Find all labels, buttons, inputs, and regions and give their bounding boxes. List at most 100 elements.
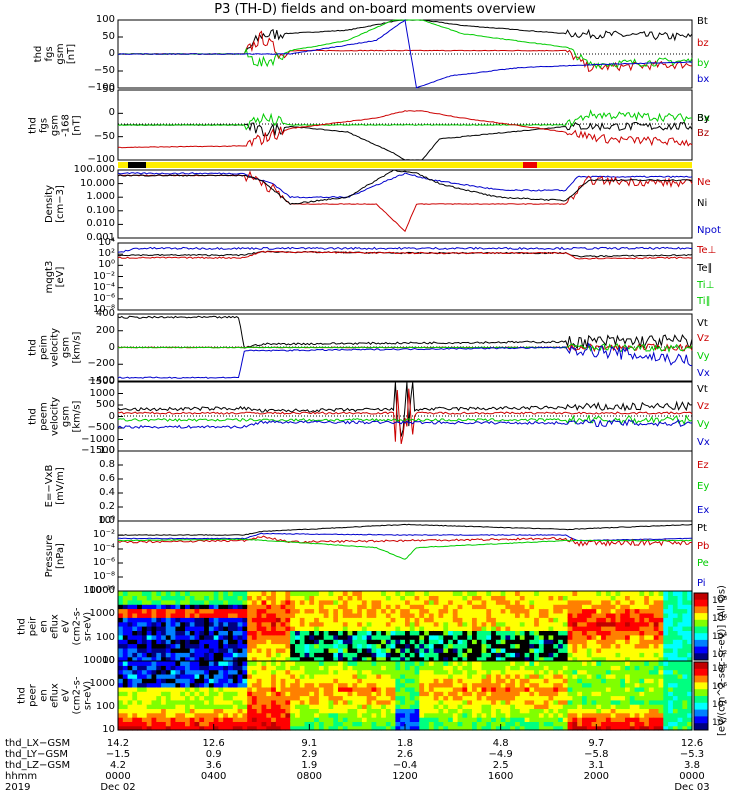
spectro-cell — [185, 686, 191, 692]
spectro-cell — [596, 643, 602, 649]
spectro-cell — [452, 695, 459, 701]
spectro-cell — [610, 617, 617, 623]
spectro-cell — [390, 725, 396, 731]
spectro-cell — [151, 695, 157, 701]
spectro-cell — [582, 647, 588, 653]
spectro-cell — [424, 673, 430, 679]
spectro-cell — [357, 621, 363, 627]
spectro-cell — [448, 617, 454, 623]
spectro-cell — [443, 652, 449, 658]
spectro-cell — [161, 608, 167, 614]
spectro-cell — [639, 630, 645, 636]
spectro-cell — [495, 617, 502, 623]
spectro-cell — [672, 725, 679, 731]
spectro-cell — [448, 721, 454, 727]
spectro-cell — [170, 721, 176, 727]
spectro-cell — [500, 717, 507, 722]
spectro-cell — [333, 669, 339, 675]
spectro-cell — [538, 639, 545, 645]
spectro-cell — [156, 725, 162, 731]
spectro-cell — [204, 647, 210, 653]
spectro-cell — [390, 599, 396, 605]
spectro-cell — [486, 599, 492, 605]
spectro-cell — [390, 630, 396, 636]
spectro-cell — [639, 717, 645, 722]
spectro-cell — [242, 661, 248, 666]
ytick-label-6-0: 1.0 — [99, 445, 115, 456]
spectro-cell — [261, 643, 267, 649]
spectro-cell — [304, 704, 310, 709]
spectro-cell — [127, 669, 133, 675]
spectro-cell — [390, 608, 396, 614]
spectro-cell — [500, 634, 507, 640]
spectro-cell — [515, 643, 521, 649]
spectro-cell — [567, 721, 573, 727]
spectro-cell — [644, 604, 650, 610]
spectro-cell — [251, 599, 258, 605]
spectro-cell — [266, 656, 272, 662]
spectro-cell — [366, 695, 373, 701]
spectro-cell — [448, 608, 454, 614]
spectro-cell — [381, 626, 387, 631]
spectro-cell — [605, 652, 612, 658]
ytick-label-7-2: 10⁻⁴ — [92, 543, 115, 554]
spectro-cell — [663, 656, 669, 662]
spectro-cell — [185, 608, 191, 614]
spectro-cell — [505, 656, 511, 662]
spectro-cell — [510, 652, 516, 658]
spectro-cell — [577, 725, 583, 731]
spectro-cell — [586, 647, 593, 653]
spectro-cell — [237, 621, 243, 627]
spectro-cell — [256, 699, 263, 705]
spectro-cell — [625, 669, 631, 675]
spectro-cell — [185, 647, 191, 653]
spectro-cell — [433, 630, 440, 636]
spectro-cell — [328, 695, 334, 701]
spectro-cell — [266, 665, 272, 671]
spectro-cell — [204, 595, 210, 601]
spectro-cell — [615, 595, 621, 601]
spectro-cell — [610, 682, 617, 688]
spectro-cell — [682, 604, 688, 610]
spectro-cell — [500, 695, 507, 701]
spectro-cell — [567, 656, 573, 662]
spectro-cell — [208, 699, 215, 705]
spectro-cell — [309, 686, 315, 692]
spectro-cell — [376, 634, 382, 640]
spectro-cell — [299, 643, 306, 649]
spectro-cell — [610, 665, 617, 671]
spectro-cell — [610, 634, 617, 640]
spectro-cell — [376, 712, 382, 718]
spectro-cell — [615, 634, 621, 640]
spectro-cell — [141, 612, 148, 618]
spectro-cell — [495, 704, 502, 709]
spectro-cell — [122, 639, 129, 645]
spectro-cell — [558, 612, 564, 618]
spectro-cell — [290, 604, 296, 610]
spectro-cell — [562, 717, 569, 722]
spectro-cell — [318, 673, 325, 679]
spectro-cell — [189, 617, 196, 623]
spectro-cell — [261, 608, 267, 614]
spectro-cell — [481, 669, 487, 675]
spectro-cell — [409, 704, 416, 709]
spectro-cell — [165, 595, 172, 601]
spectro-cell — [251, 712, 258, 718]
spectro-cell — [605, 721, 612, 727]
spectro-cell — [452, 599, 459, 605]
xtick-line: 9.7 — [588, 738, 605, 749]
spectro-cell — [204, 608, 210, 614]
spectro-cell — [118, 717, 124, 722]
spectro-cell — [572, 652, 578, 658]
spectro-cell — [333, 630, 339, 636]
spectro-cell — [500, 673, 507, 679]
spectro-cell — [151, 669, 157, 675]
spectro-cell — [510, 643, 516, 649]
spectro-cell — [333, 639, 339, 645]
spectro-cell — [591, 621, 597, 627]
ytick-label-5-0: 1500 — [89, 376, 115, 387]
spectro-cell — [309, 599, 315, 605]
spectro-cell — [500, 652, 507, 658]
spectro-cell — [323, 643, 330, 649]
spectro-cell — [242, 717, 248, 722]
